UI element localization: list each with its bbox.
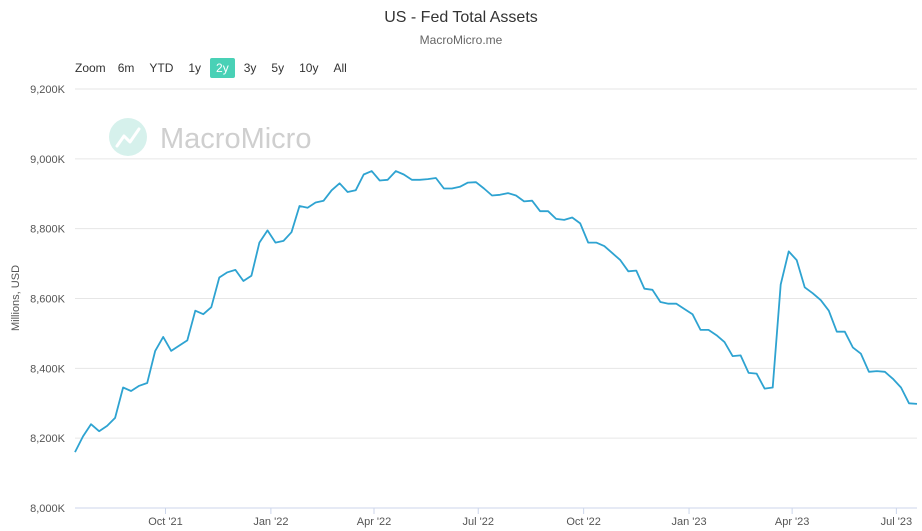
y-axis-labels: 8,000K 8,200K 8,400K 8,600K 8,800K 9,000K 9,20… bbox=[30, 84, 66, 515]
zoom-6m-button[interactable]: 6m bbox=[117, 61, 135, 75]
x-tick-label: Oct '21 bbox=[148, 516, 183, 528]
chart-title: US - Fed Total Assets bbox=[384, 9, 538, 26]
zoom-1y-button[interactable]: 1y bbox=[188, 61, 202, 75]
zoom-all-button[interactable]: All bbox=[333, 61, 347, 75]
y-tick-label: 8,800K bbox=[30, 224, 66, 236]
y-tick-label: 9,200K bbox=[30, 84, 66, 96]
y-axis-title: Millions, USD bbox=[10, 265, 22, 331]
macromicro-logo-icon bbox=[109, 118, 147, 156]
zoom-ytd-button[interactable]: YTD bbox=[149, 61, 174, 75]
x-tick-label: Jan '22 bbox=[253, 516, 288, 528]
zoom-3y-button[interactable]: 3y bbox=[243, 61, 257, 75]
series-line-0 bbox=[74, 170, 918, 453]
x-tick-label: Apr '23 bbox=[775, 516, 810, 528]
y-tick-label: 8,200K bbox=[30, 433, 66, 445]
series-layer bbox=[74, 170, 918, 453]
y-tick-label: 8,600K bbox=[30, 294, 66, 306]
y-tick-label: 8,000K bbox=[30, 503, 66, 515]
x-axis: Oct '21 Jan '22 Apr '22 Jul '22 Oct '22 Jan '… bbox=[75, 507, 917, 528]
x-tick-label: Oct '22 bbox=[566, 516, 601, 528]
macromicro-watermark: MacroMicro bbox=[109, 118, 311, 156]
y-tick-label: 8,400K bbox=[30, 363, 66, 375]
chart-subtitle: MacroMicro.me bbox=[419, 33, 503, 47]
zoom-5y-button[interactable]: 5y bbox=[271, 61, 285, 75]
x-tick-label: Jul '23 bbox=[881, 516, 912, 528]
x-tick-label: Apr '22 bbox=[357, 516, 392, 528]
zoom-2y-button[interactable]: 2y bbox=[210, 58, 235, 78]
zoom-10y-button[interactable]: 10y bbox=[299, 61, 319, 75]
zoom-bar: Zoom 6m YTD 1y 2y 3y 5y 10y All bbox=[75, 58, 356, 78]
logo-trend-icon bbox=[115, 127, 141, 148]
y-tick-label: 9,000K bbox=[30, 154, 66, 166]
zoom-label: Zoom bbox=[75, 61, 106, 75]
watermark-text: MacroMicro bbox=[160, 123, 311, 155]
x-tick-label: Jan '23 bbox=[671, 516, 706, 528]
x-tick-label: Jul '22 bbox=[463, 516, 494, 528]
